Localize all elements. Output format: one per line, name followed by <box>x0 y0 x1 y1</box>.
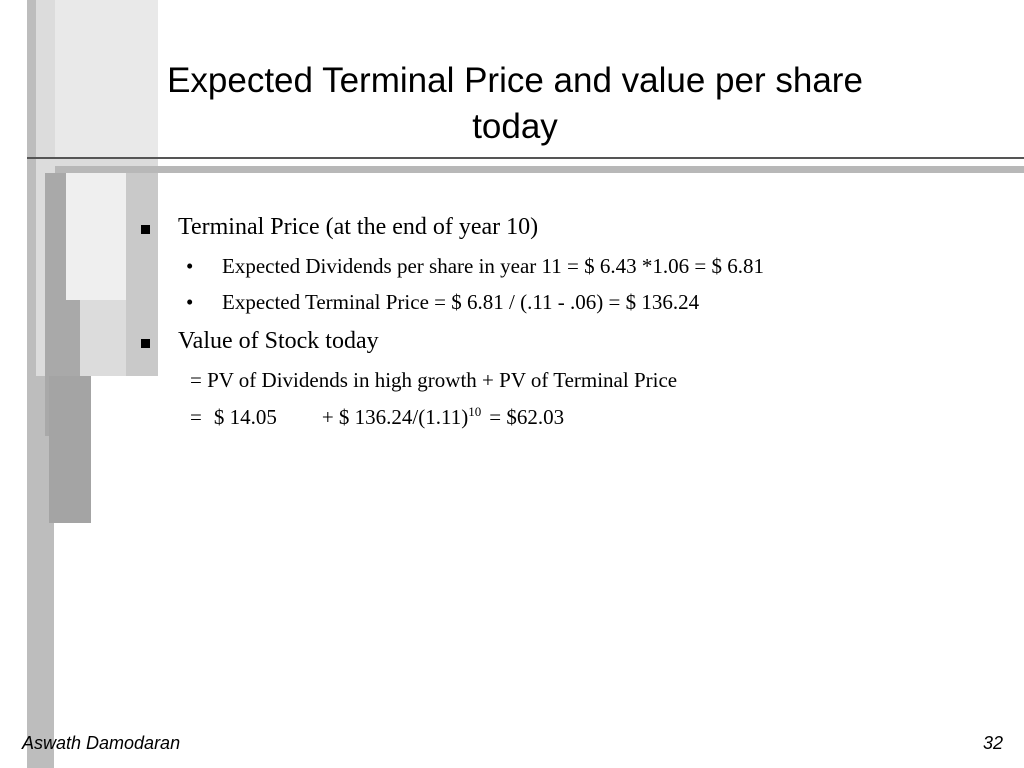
title-rule <box>27 157 1024 159</box>
sub-bullet-dividends: Expected Dividends per share in year 11 … <box>222 254 764 278</box>
bullet-value-of-stock: Value of Stock today <box>178 328 379 354</box>
title-line-1: Expected Terminal Price and value per sh… <box>167 61 863 100</box>
calc-equals: = <box>190 405 202 429</box>
dot-bullet-icon: • <box>186 254 194 278</box>
decor-bar-6 <box>66 173 126 300</box>
decor-bar-3 <box>55 0 158 157</box>
decor-bar-5 <box>49 376 91 523</box>
title-rule-shadow <box>55 166 1024 173</box>
footer-author: Aswath Damodaran <box>22 733 181 753</box>
calc-result: = $62.03 <box>489 405 565 429</box>
calculation-line: = $ 14.05 + $ 136.24/(1.11)10 = $62.03 <box>190 405 564 430</box>
page-number: 32 <box>982 733 1003 753</box>
calc-exponent: 10 <box>468 404 482 419</box>
calc-pv-terminal: + $ 136.24/(1.11) <box>321 405 469 429</box>
square-bullet-icon <box>141 339 150 348</box>
calc-pv-dividends: $ 14.05 <box>213 405 277 429</box>
pv-line: = PV of Dividends in high growth + PV of… <box>190 368 678 392</box>
square-bullet-icon <box>141 225 150 234</box>
title-line-2: today <box>472 107 558 146</box>
sub-bullet-terminal-price: Expected Terminal Price = $ 6.81 / (.11 … <box>222 290 700 314</box>
slide-title: Expected Terminal Price and value per sh… <box>60 58 970 150</box>
bullet-terminal-price: Terminal Price (at the end of year 10) <box>178 214 539 240</box>
dot-bullet-icon: • <box>186 290 194 314</box>
